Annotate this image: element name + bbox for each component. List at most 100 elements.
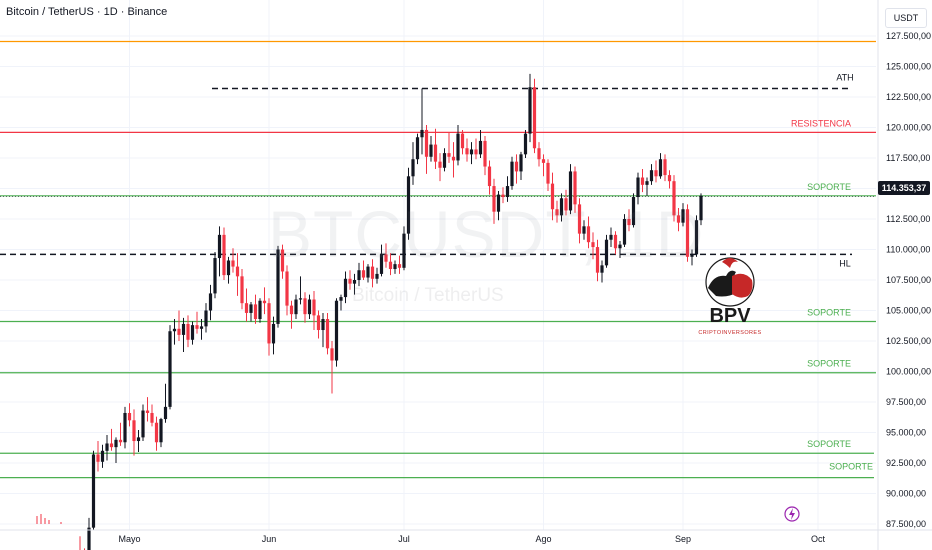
candle-body xyxy=(514,161,519,172)
candle xyxy=(604,234,609,268)
candle xyxy=(276,245,280,328)
currency-button[interactable]: USDT xyxy=(885,8,927,28)
flame-icon xyxy=(722,258,738,268)
logo-name: BPV xyxy=(709,305,751,327)
candle xyxy=(393,260,397,274)
candle xyxy=(388,253,393,276)
candle-body xyxy=(154,422,159,443)
price-axis[interactable]: 127.500,00 125.000,00 122.500,00 120.000,00… xyxy=(877,0,931,550)
candle-body xyxy=(118,439,123,443)
price-tick-label: 95.000,00 xyxy=(886,428,926,438)
candle-body xyxy=(379,254,384,274)
price-tick-label: 105.000,00 xyxy=(886,306,931,316)
candle-body xyxy=(208,293,213,311)
candle xyxy=(217,226,222,277)
candle xyxy=(235,253,240,296)
candle-body xyxy=(541,159,546,163)
candle xyxy=(253,294,258,324)
candle xyxy=(168,325,172,410)
candle xyxy=(433,128,438,169)
candle xyxy=(492,178,496,224)
candle-body xyxy=(631,197,636,226)
price-tick-label: 110.000,00 xyxy=(886,245,930,255)
candle xyxy=(478,129,483,158)
price-tick-label: 90.000,00 xyxy=(886,489,926,499)
candle-body xyxy=(388,261,393,270)
candle xyxy=(654,160,658,183)
candle-body xyxy=(478,140,483,155)
candle-body xyxy=(334,300,339,361)
candle xyxy=(289,300,294,329)
symbol-title[interactable]: Bitcoin / TetherUS · 1D · Binance xyxy=(6,6,168,18)
candle-body xyxy=(370,266,375,279)
candle-body xyxy=(109,443,114,448)
candle xyxy=(672,175,676,222)
candle xyxy=(546,159,550,191)
candle-body xyxy=(447,153,451,157)
bpv-logo: BPV CRIPTOINVERSORES xyxy=(698,257,761,336)
candle-body xyxy=(244,303,249,313)
candle xyxy=(631,193,636,228)
candle-body xyxy=(663,159,667,176)
volume-bar xyxy=(40,514,42,524)
candle-body xyxy=(523,133,528,155)
candle-body xyxy=(190,325,195,340)
bull-icon xyxy=(708,270,738,297)
candle-body xyxy=(577,204,582,234)
candle xyxy=(613,231,618,255)
price-tick-label: 127.500,00 xyxy=(886,31,931,41)
volume-bar xyxy=(48,520,50,524)
candle-body xyxy=(564,198,568,211)
candle xyxy=(199,319,204,340)
candle-body xyxy=(253,304,258,320)
candle-body xyxy=(181,323,186,335)
candle-body xyxy=(685,209,690,257)
candle-body xyxy=(582,226,586,234)
candle xyxy=(514,154,519,184)
candle-body xyxy=(199,326,204,329)
candle-body xyxy=(487,166,492,187)
candle xyxy=(181,317,186,352)
time-tick-label: Sep xyxy=(675,534,691,544)
candle xyxy=(627,209,631,232)
candle-body xyxy=(114,439,118,448)
candle xyxy=(699,193,703,226)
candle-body xyxy=(163,406,168,420)
candle xyxy=(618,240,622,259)
candle-body xyxy=(186,323,190,340)
candle-body xyxy=(150,412,154,423)
candle xyxy=(559,193,564,222)
candle xyxy=(303,292,307,323)
candle xyxy=(663,154,667,182)
candle-body xyxy=(465,148,469,155)
candle-body xyxy=(100,450,105,462)
candle-body xyxy=(586,226,591,243)
candle xyxy=(109,428,114,451)
candle xyxy=(681,203,685,227)
candle-body xyxy=(433,144,438,162)
candle-body xyxy=(528,87,532,134)
level-label: SOPORTE xyxy=(807,439,851,449)
candle-body xyxy=(402,233,406,268)
flash-icon[interactable] xyxy=(784,506,800,522)
candle xyxy=(294,294,298,320)
candle-body xyxy=(510,161,514,187)
candle-body xyxy=(676,215,681,223)
time-axis[interactable]: Mayo Jun Jul Ago Sep Oct xyxy=(0,529,932,544)
price-tick-label: 97.500,00 xyxy=(886,397,926,407)
candle-body xyxy=(546,162,550,184)
candle xyxy=(348,270,352,290)
candle-body xyxy=(213,258,217,294)
candle xyxy=(523,129,528,158)
candle-body xyxy=(411,159,415,177)
candle-body xyxy=(699,195,703,221)
level-label: SOPORTE xyxy=(829,462,873,472)
candle-body xyxy=(172,328,177,332)
candle-body xyxy=(627,219,631,226)
time-tick-label: Oct xyxy=(811,534,826,544)
candle xyxy=(204,303,208,333)
candle-body xyxy=(550,183,555,210)
candle xyxy=(595,239,600,282)
candle xyxy=(343,271,348,304)
